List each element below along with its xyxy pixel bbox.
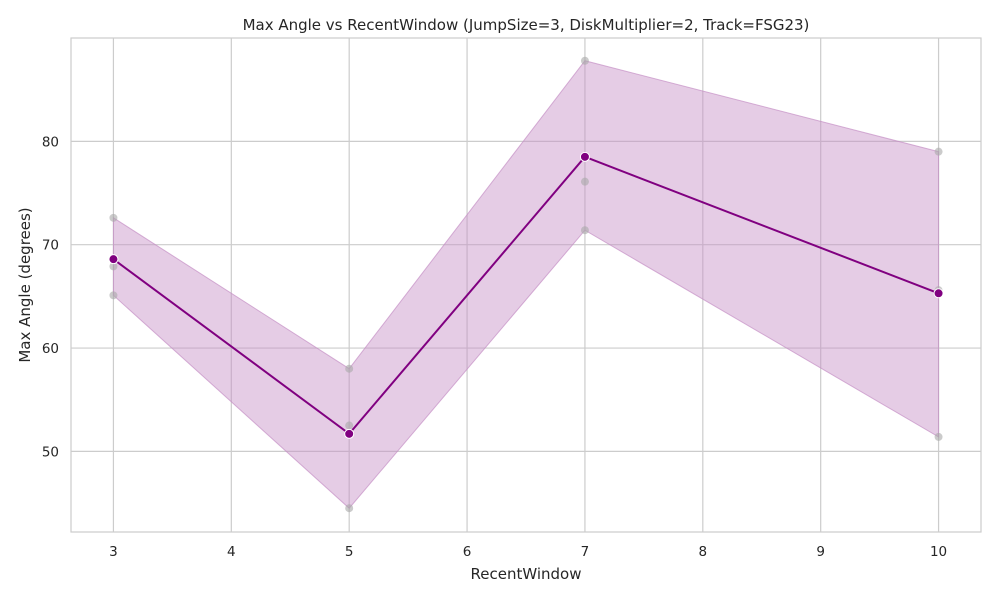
y-tick-labels: 50 60 70 80	[42, 134, 59, 460]
x-tick-label: 6	[463, 544, 472, 560]
x-tick-label: 4	[227, 544, 236, 560]
raw-point	[580, 56, 589, 65]
y-tick-label: 70	[42, 238, 59, 254]
mean-point	[344, 428, 355, 439]
raw-point	[345, 364, 354, 373]
x-tick-label: 9	[816, 544, 825, 560]
x-tick-labels: 3 4 5 6 7 8 9 10	[109, 544, 947, 560]
x-tick-label: 10	[930, 544, 947, 560]
raw-points	[109, 56, 943, 513]
raw-point	[109, 262, 118, 271]
x-tick-label: 5	[345, 544, 354, 560]
y-tick-label: 50	[42, 444, 59, 460]
x-axis-label: RecentWindow	[471, 565, 582, 583]
raw-point	[345, 504, 354, 513]
raw-point	[580, 177, 589, 186]
y-tick-label: 60	[42, 341, 59, 357]
raw-point	[934, 432, 943, 441]
mean-point	[108, 254, 119, 265]
raw-point	[580, 226, 589, 235]
plot-frame	[70, 37, 982, 533]
y-axis-label: Max Angle (degrees)	[16, 207, 34, 362]
mean-line	[112, 155, 939, 436]
y-tick-label: 80	[42, 134, 59, 150]
raw-point	[109, 213, 118, 222]
x-tick-label: 3	[109, 544, 118, 560]
x-tick-label: 7	[581, 544, 590, 560]
raw-point	[109, 291, 118, 300]
mean-series	[108, 151, 944, 439]
grid	[71, 38, 981, 532]
mean-point	[579, 151, 590, 162]
x-tick-label: 8	[699, 544, 708, 560]
raw-point	[934, 147, 943, 156]
raw-point	[345, 421, 354, 430]
chart-title: Max Angle vs RecentWindow (JumpSize=3, D…	[243, 16, 810, 34]
mean-point	[933, 288, 944, 299]
